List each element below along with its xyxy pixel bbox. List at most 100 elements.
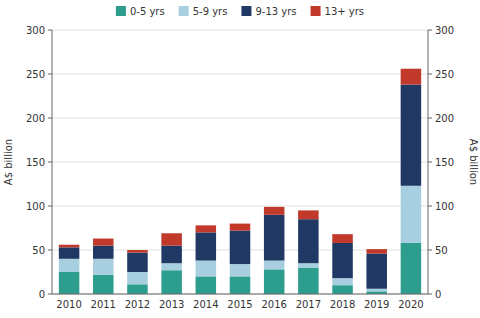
y2-tick-label: 50 bbox=[435, 245, 448, 256]
grid-line bbox=[52, 206, 428, 207]
legend-label: 5-9 yrs bbox=[193, 6, 228, 17]
grid-line bbox=[52, 294, 428, 295]
legend-swatch bbox=[116, 6, 126, 16]
x-tick-label: 2013 bbox=[159, 299, 184, 310]
grid-line bbox=[52, 162, 428, 163]
bar-segment bbox=[161, 246, 182, 264]
y2-tick bbox=[428, 206, 432, 207]
bar-segment bbox=[366, 249, 387, 253]
y-tick-label: 300 bbox=[26, 25, 45, 36]
bar-segment bbox=[59, 272, 80, 294]
bar-segment bbox=[230, 264, 251, 276]
bar-segment bbox=[264, 215, 285, 261]
bar-segment bbox=[127, 284, 148, 294]
bar-segment bbox=[161, 270, 182, 294]
bar-segment bbox=[401, 186, 422, 243]
bar-segment bbox=[161, 263, 182, 270]
y-tick bbox=[48, 30, 52, 31]
legend-swatch bbox=[241, 6, 251, 16]
x-tick-label: 2014 bbox=[193, 299, 218, 310]
y2-tick bbox=[428, 162, 432, 163]
bar-segment bbox=[93, 239, 114, 246]
x-tick-label: 2020 bbox=[398, 299, 423, 310]
legend-swatch bbox=[179, 6, 189, 16]
bar-segment bbox=[264, 269, 285, 294]
y-tick-label: 50 bbox=[32, 245, 45, 256]
x-tick-label: 2011 bbox=[91, 299, 116, 310]
legend: 0-5 yrs 5-9 yrs 9-13 yrs 13+ yrs bbox=[116, 6, 364, 17]
bar-segment bbox=[230, 231, 251, 264]
x-tick-label: 2018 bbox=[330, 299, 355, 310]
bar-segment bbox=[298, 219, 319, 263]
y-axis bbox=[52, 30, 53, 294]
legend-swatch bbox=[311, 6, 321, 16]
x-tick-label: 2019 bbox=[364, 299, 389, 310]
x-tick-label: 2016 bbox=[261, 299, 286, 310]
bar-segment bbox=[366, 254, 387, 289]
legend-label: 9-13 yrs bbox=[255, 6, 296, 17]
bar-segment bbox=[230, 276, 251, 294]
grid-line bbox=[52, 74, 428, 75]
bar-segment bbox=[332, 243, 353, 278]
y-tick-label: 0 bbox=[39, 289, 45, 300]
y-tick-label: 200 bbox=[26, 113, 45, 124]
y2-tick-label: 100 bbox=[435, 201, 454, 212]
bar-segment bbox=[401, 243, 422, 294]
bar-segment bbox=[401, 85, 422, 186]
chart: 0501001502002503000501001502002503002010… bbox=[0, 0, 480, 318]
y2-tick bbox=[428, 250, 432, 251]
y-tick bbox=[48, 294, 52, 295]
x-tick-label: 2017 bbox=[296, 299, 321, 310]
y-tick bbox=[48, 206, 52, 207]
y-axis-label: A$ billion bbox=[3, 139, 14, 185]
y-tick bbox=[48, 250, 52, 251]
bar-segment bbox=[298, 210, 319, 219]
bar-segment bbox=[230, 224, 251, 231]
bar-segment bbox=[127, 250, 148, 253]
bar-segment bbox=[59, 245, 80, 248]
legend-label: 13+ yrs bbox=[325, 6, 365, 17]
grid-line bbox=[52, 118, 428, 119]
bar-segment bbox=[196, 276, 217, 294]
y-tick bbox=[48, 74, 52, 75]
bar-segment bbox=[332, 285, 353, 294]
grid-line bbox=[52, 30, 428, 31]
y2-tick-label: 150 bbox=[435, 157, 454, 168]
bar-segment bbox=[264, 261, 285, 270]
bar-segment bbox=[264, 207, 285, 215]
legend-label: 0-5 yrs bbox=[130, 6, 165, 17]
bar-segment bbox=[332, 278, 353, 285]
bar-segment bbox=[93, 275, 114, 294]
bar-segment bbox=[93, 259, 114, 275]
y2-tick-label: 200 bbox=[435, 113, 454, 124]
bar-segment bbox=[196, 261, 217, 277]
y2-tick bbox=[428, 118, 432, 119]
y2-tick bbox=[428, 294, 432, 295]
bar-segment bbox=[298, 268, 319, 294]
bar-segment bbox=[59, 259, 80, 272]
bar-segment bbox=[127, 272, 148, 284]
bar-segment bbox=[196, 232, 217, 260]
bar-segment bbox=[298, 263, 319, 267]
y-tick-label: 250 bbox=[26, 69, 45, 80]
bar-segment bbox=[161, 233, 182, 245]
y2-tick bbox=[428, 30, 432, 31]
bar-segment bbox=[366, 289, 387, 292]
bar-segment bbox=[196, 225, 217, 232]
bar-segment bbox=[332, 234, 353, 243]
x-tick-label: 2010 bbox=[56, 299, 81, 310]
y-tick bbox=[48, 118, 52, 119]
bar-segment bbox=[93, 246, 114, 259]
y2-tick bbox=[428, 74, 432, 75]
y2-tick-label: 250 bbox=[435, 69, 454, 80]
y-tick-label: 150 bbox=[26, 157, 45, 168]
bar-segment bbox=[127, 253, 148, 272]
y2-axis bbox=[428, 30, 429, 294]
y2-axis-label: A$ billion bbox=[468, 139, 479, 185]
x-tick-label: 2012 bbox=[125, 299, 150, 310]
bar-segment bbox=[401, 69, 422, 85]
x-tick-label: 2015 bbox=[227, 299, 252, 310]
y-tick bbox=[48, 162, 52, 163]
y-tick-label: 100 bbox=[26, 201, 45, 212]
x-axis bbox=[52, 294, 428, 295]
